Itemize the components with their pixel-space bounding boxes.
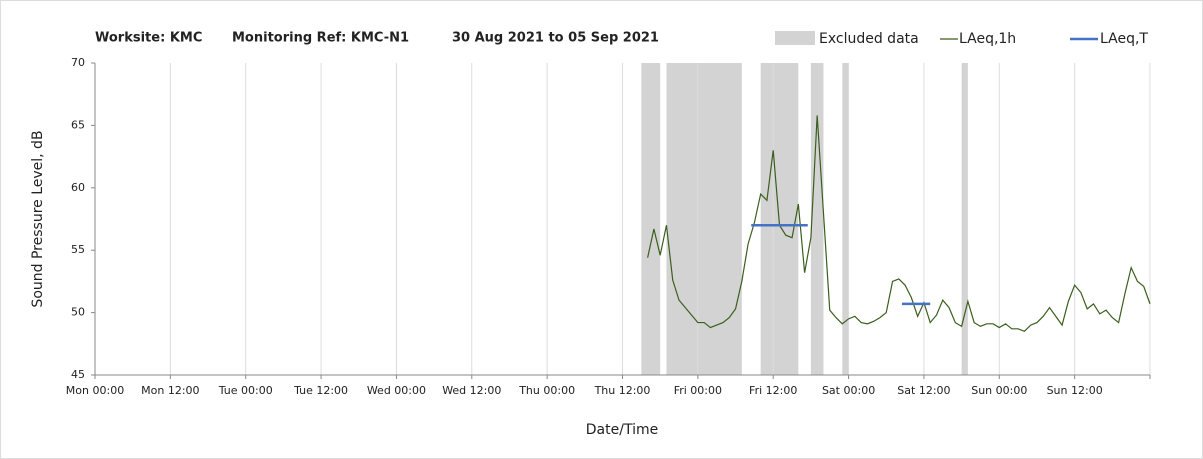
- excluded-band: [842, 63, 849, 375]
- x-tick-label: Fri 00:00: [674, 384, 722, 397]
- x-tick-label: Sat 00:00: [822, 384, 875, 397]
- x-tick-label: Mon 00:00: [66, 384, 124, 397]
- x-tick-label: Sun 12:00: [1047, 384, 1103, 397]
- excluded-band: [666, 63, 742, 375]
- legend-swatch: [775, 31, 815, 45]
- title-dates: 30 Aug 2021 to 05 Sep 2021: [452, 31, 659, 46]
- excluded-band: [810, 63, 824, 375]
- x-axis-title: Date/Time: [586, 422, 658, 438]
- legend-label: LAeq,T: [1100, 31, 1148, 47]
- excluded-band: [961, 63, 968, 375]
- x-tick-label: Sun 00:00: [971, 384, 1027, 397]
- y-tick-label: 65: [71, 118, 85, 131]
- y-tick-label: 45: [71, 368, 85, 381]
- x-tick-label: Tue 00:00: [218, 384, 273, 397]
- legend-label: Excluded data: [819, 31, 919, 47]
- x-tick-label: Thu 00:00: [518, 384, 575, 397]
- x-tick-label: Wed 12:00: [442, 384, 501, 397]
- x-tick-label: Fri 12:00: [749, 384, 797, 397]
- y-tick-label: 60: [71, 181, 85, 194]
- excluded-band: [641, 63, 661, 375]
- x-tick-label: Mon 12:00: [141, 384, 199, 397]
- series-line: [647, 115, 1151, 333]
- y-tick-label: 55: [71, 243, 85, 256]
- legend-label: LAeq,1h: [959, 31, 1016, 47]
- y-axis-title: Sound Pressure Level, dB: [30, 130, 46, 307]
- x-tick-label: Wed 00:00: [367, 384, 426, 397]
- x-tick-label: Tue 12:00: [293, 384, 348, 397]
- title-ref: Monitoring Ref: KMC-N1: [232, 31, 409, 46]
- x-tick-label: Thu 12:00: [594, 384, 651, 397]
- x-tick-label: Sat 12:00: [897, 384, 950, 397]
- y-tick-label: 70: [71, 56, 85, 69]
- y-tick-label: 50: [71, 306, 85, 319]
- title-site: Worksite: KMC: [95, 31, 202, 46]
